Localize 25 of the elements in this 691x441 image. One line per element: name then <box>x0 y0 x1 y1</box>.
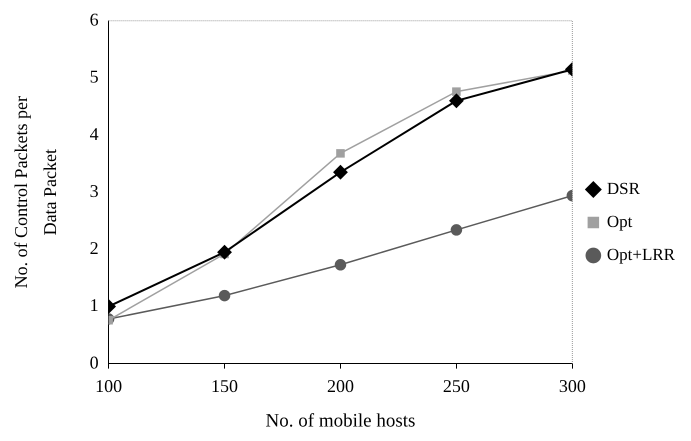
point <box>333 165 348 180</box>
point <box>452 87 461 96</box>
x-axis-title: No. of mobile hosts <box>266 410 416 432</box>
legend-label: Opt <box>606 212 633 231</box>
y-tick-label: 6 <box>90 10 99 30</box>
y-tick-label: 3 <box>90 180 99 201</box>
legend-label: Opt+LRR <box>606 244 676 264</box>
y-tick-label: 0 <box>90 352 99 372</box>
y-axis-title: No. of Control Packets per Data Packet <box>11 96 60 288</box>
point <box>218 290 230 302</box>
point <box>218 245 232 260</box>
x-tick-label: 200 <box>326 376 354 396</box>
point <box>334 259 346 271</box>
x-tick-label: 250 <box>442 376 470 396</box>
point <box>450 224 462 236</box>
x-tick-label: 150 <box>211 376 238 396</box>
y-tick-label: 5 <box>90 66 99 87</box>
point <box>336 149 345 158</box>
point <box>449 94 464 108</box>
x-tick-label: 100 <box>95 376 122 396</box>
legend-label: DSR <box>606 178 641 198</box>
x-tick-label: 300 <box>558 376 586 396</box>
y-tick-label: 2 <box>90 238 99 258</box>
y-tick-label: 1 <box>90 295 99 316</box>
y-tick-label: 4 <box>90 124 99 144</box>
